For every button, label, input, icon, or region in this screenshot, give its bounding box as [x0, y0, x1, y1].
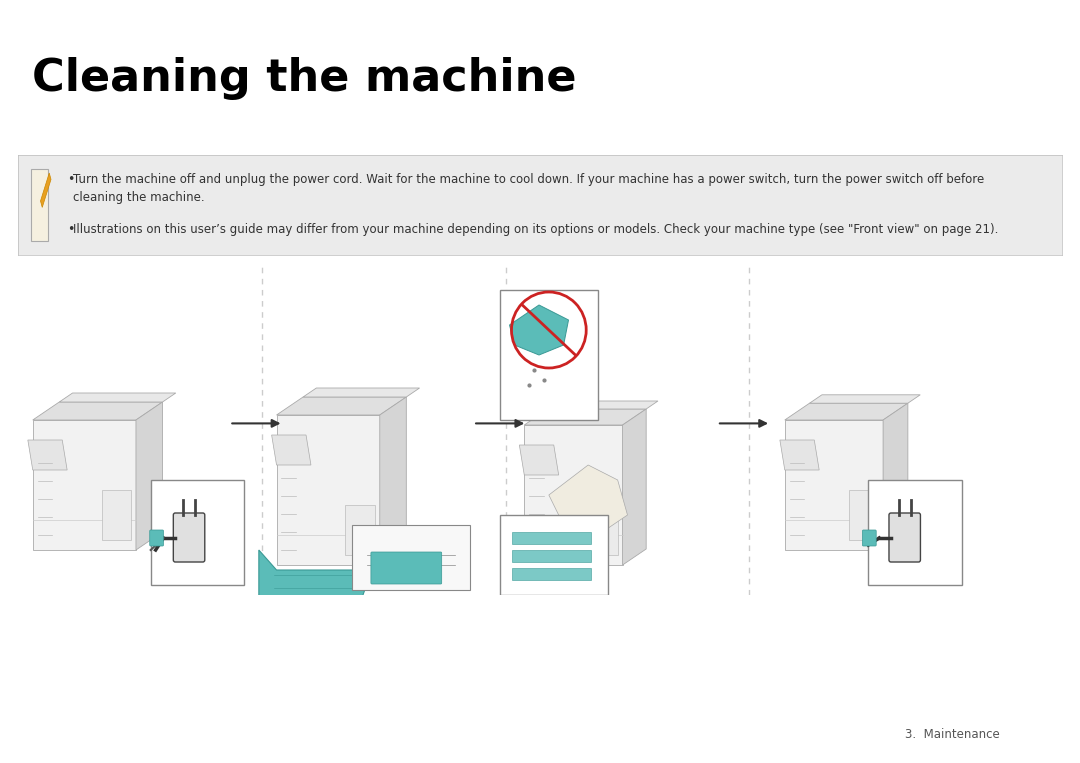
FancyBboxPatch shape [30, 169, 48, 241]
Polygon shape [510, 305, 568, 355]
Text: 84: 84 [1024, 725, 1047, 743]
FancyBboxPatch shape [352, 525, 470, 590]
Polygon shape [41, 173, 51, 208]
Polygon shape [785, 403, 908, 420]
Polygon shape [59, 393, 176, 402]
FancyBboxPatch shape [513, 568, 591, 580]
FancyBboxPatch shape [513, 550, 591, 562]
Polygon shape [380, 397, 406, 565]
FancyBboxPatch shape [150, 530, 163, 546]
Text: •: • [67, 173, 75, 186]
Polygon shape [785, 420, 883, 550]
Polygon shape [524, 409, 646, 425]
Polygon shape [883, 403, 908, 550]
FancyBboxPatch shape [513, 532, 591, 544]
FancyBboxPatch shape [868, 480, 961, 585]
FancyBboxPatch shape [863, 530, 876, 546]
FancyBboxPatch shape [889, 513, 920, 562]
Polygon shape [276, 397, 406, 415]
FancyBboxPatch shape [500, 290, 598, 420]
FancyBboxPatch shape [346, 505, 375, 555]
Text: Cleaning the pickup roller: Cleaning the pickup roller [41, 108, 303, 127]
FancyBboxPatch shape [173, 513, 205, 562]
Polygon shape [276, 415, 380, 565]
Text: Cleaning the machine: Cleaning the machine [32, 57, 577, 100]
Polygon shape [548, 401, 658, 409]
Polygon shape [519, 445, 558, 475]
Polygon shape [524, 425, 622, 565]
Polygon shape [28, 440, 67, 470]
FancyBboxPatch shape [589, 505, 618, 555]
Polygon shape [780, 440, 820, 470]
FancyBboxPatch shape [102, 490, 131, 540]
Text: Illustrations on this user’s guide may differ from your machine depending on its: Illustrations on this user’s guide may d… [73, 223, 999, 236]
Text: Turn the machine off and unplug the power cord. Wait for the machine to cool dow: Turn the machine off and unplug the powe… [73, 173, 985, 186]
Polygon shape [303, 388, 419, 397]
Polygon shape [32, 402, 162, 420]
FancyBboxPatch shape [849, 490, 878, 540]
Polygon shape [549, 465, 627, 535]
FancyBboxPatch shape [500, 515, 608, 595]
Polygon shape [810, 394, 920, 403]
FancyBboxPatch shape [370, 552, 442, 584]
Polygon shape [272, 435, 311, 465]
Text: cleaning the machine.: cleaning the machine. [73, 191, 205, 204]
Text: 3.  Maintenance: 3. Maintenance [905, 727, 1000, 741]
Text: •: • [67, 223, 75, 236]
Polygon shape [136, 402, 162, 550]
Polygon shape [259, 550, 372, 625]
FancyBboxPatch shape [151, 480, 244, 585]
Polygon shape [32, 420, 136, 550]
Polygon shape [622, 409, 646, 565]
